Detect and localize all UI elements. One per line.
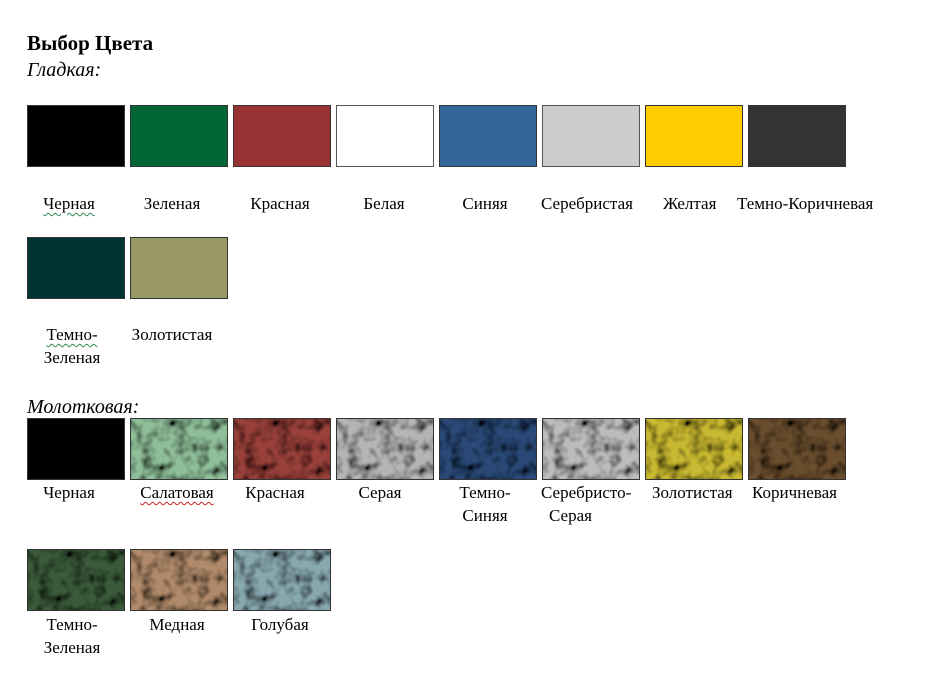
swatch-label: Салатовая — [140, 483, 214, 502]
swatch-label: Золотистая — [652, 483, 733, 502]
page-title: Выбор Цвета — [27, 31, 154, 55]
swatch-hammer-copper[interactable] — [130, 549, 228, 611]
swatch-label: Темно- Синяя — [459, 483, 511, 525]
swatch-smooth-red[interactable] — [233, 105, 331, 167]
swatch-label: Зеленая — [143, 194, 201, 213]
swatch-hammer-gray[interactable] — [336, 418, 434, 480]
swatch-label: Серебристо- Серая — [541, 483, 632, 525]
swatch-label: Красная — [250, 194, 310, 213]
swatch-label: Красная — [245, 483, 305, 502]
swatch-label: Голубая — [251, 615, 309, 634]
swatch-smooth-blue[interactable] — [439, 105, 537, 167]
swatch-label: Темно-Коричневая — [737, 194, 874, 213]
swatch-label: Белая — [363, 194, 405, 213]
swatch-smooth-silver[interactable] — [542, 105, 640, 167]
swatch-label: Серая — [358, 483, 402, 502]
swatch-smooth-white[interactable] — [336, 105, 434, 167]
swatch-hammer-gold[interactable] — [645, 418, 743, 480]
swatch-hammer-red[interactable] — [233, 418, 331, 480]
swatch-hammer-silver-gray[interactable] — [542, 418, 640, 480]
section-heading-smooth: Гладкая: — [27, 59, 102, 81]
swatch-label: Коричневая — [752, 483, 837, 502]
swatch-hammer-brown[interactable] — [748, 418, 846, 480]
swatch-smooth-yellow[interactable] — [645, 105, 743, 167]
section-heading-hammer: Молотковая: — [27, 396, 140, 418]
swatch-smooth-gold[interactable] — [130, 237, 228, 299]
swatch-smooth-dark-green[interactable] — [27, 237, 125, 299]
swatch-smooth-black[interactable] — [27, 105, 125, 167]
swatch-label: Темно- Зеленая — [43, 325, 101, 367]
swatch-label: Темно- Зеленая — [43, 615, 101, 657]
swatch-hammer-dark-green[interactable] — [27, 549, 125, 611]
swatch-hammer-light-green[interactable] — [130, 418, 228, 480]
swatch-smooth-green[interactable] — [130, 105, 228, 167]
swatch-label: Синяя — [462, 194, 508, 213]
swatch-label: Черная — [43, 483, 95, 502]
swatch-hammer-light-blue[interactable] — [233, 549, 331, 611]
swatch-label: Золотистая — [131, 325, 213, 344]
swatch-hammer-dark-blue[interactable] — [439, 418, 537, 480]
swatch-label: Медная — [149, 615, 205, 634]
swatch-hammer-black[interactable] — [27, 418, 125, 480]
swatch-label: Серебристая — [541, 194, 633, 213]
swatch-smooth-dark-brown[interactable] — [748, 105, 846, 167]
swatch-label: Черная — [43, 194, 95, 213]
swatch-label: Желтая — [663, 194, 717, 213]
